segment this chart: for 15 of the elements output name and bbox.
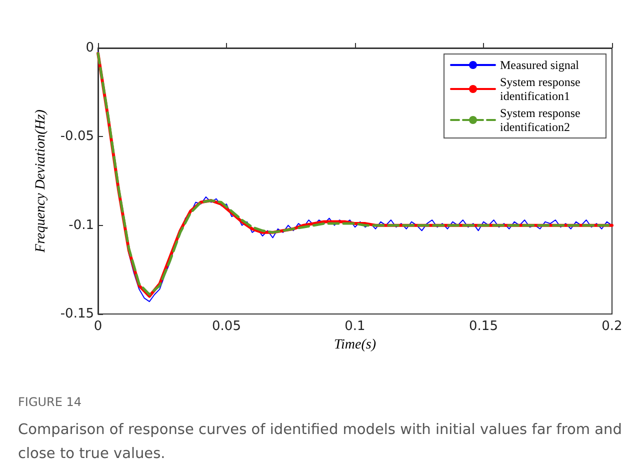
text: Comparison of response curves of identified models with initial values far from and close to true values.: [18, 422, 627, 462]
legend-label: Measured signal: [500, 58, 580, 72]
x-tick-label: 0.1: [344, 319, 366, 334]
x-axis-title: Time(s): [334, 337, 376, 352]
caption: FIGURE 14: [18, 395, 82, 409]
x-tick-label: 0.15: [469, 319, 498, 334]
legend-label: System response identification1: [500, 75, 584, 103]
y-tick-label: 0: [86, 40, 94, 56]
y-tick-label: -0.05: [60, 129, 94, 144]
y-tick-label: -0.1: [68, 218, 94, 233]
x-tick-label: 0.05: [212, 319, 241, 334]
legend-label: System response identification2: [500, 106, 584, 134]
x-tick-label: 0.2: [602, 319, 622, 334]
y-axis-title: Frequency Deviation(Hz): [34, 109, 48, 254]
y-tick-label: -0.15: [60, 306, 94, 322]
